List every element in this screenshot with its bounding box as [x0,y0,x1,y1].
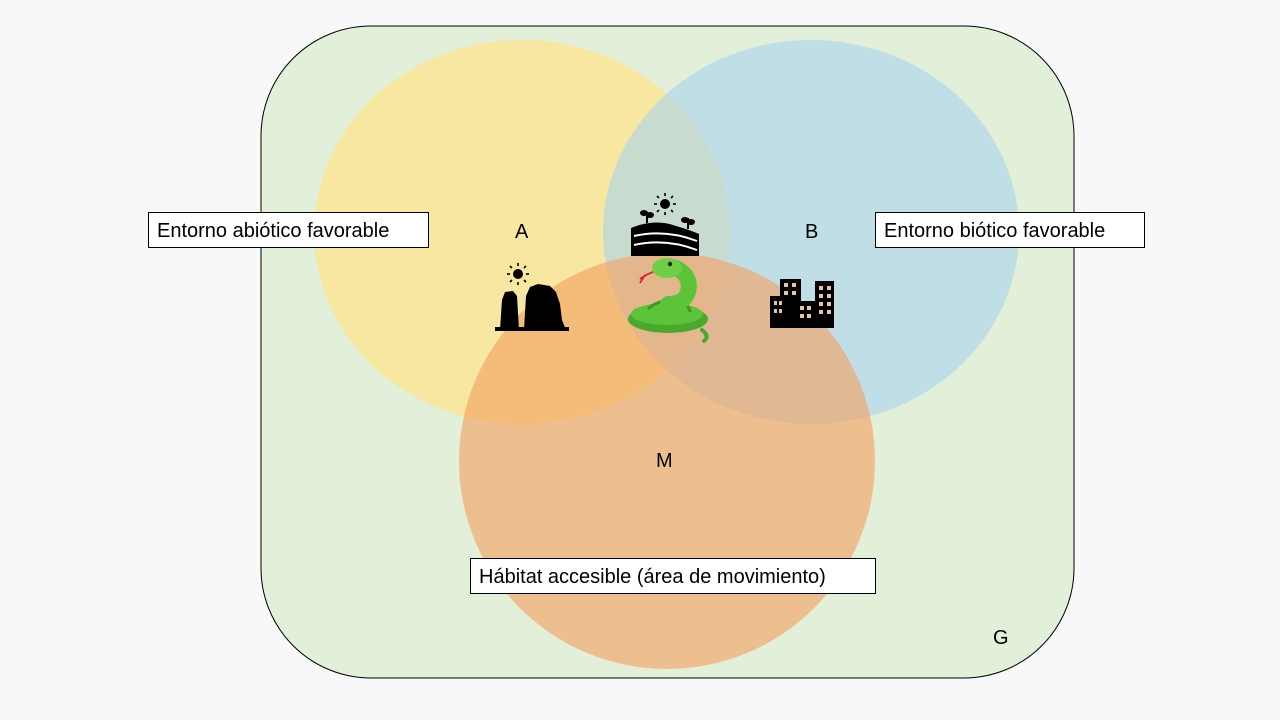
label-b: B [805,221,819,243]
farmland-sun-icon [631,193,699,256]
label-g: G [993,627,1009,649]
label-a: A [515,221,529,243]
snake-icon [628,258,709,343]
rock-formation-sun-icon [495,263,569,331]
label-m: M [656,450,673,472]
callout-movement: Hábitat accesible (área de movimiento) [470,558,876,594]
callout-biotic: Entorno biótico favorable [875,212,1145,248]
callout-abiotic: Entorno abiótico favorable [148,212,429,248]
city-buildings-icon [770,279,834,328]
